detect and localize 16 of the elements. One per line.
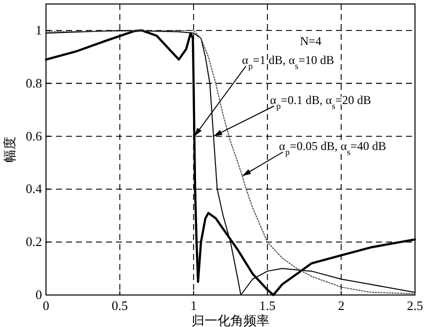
annotation: N=4 <box>300 34 322 48</box>
y-tick-label: 0.6 <box>26 128 42 144</box>
annotation: α$_{p}$=0.1 dB, α$_{s}$=20 dB <box>270 93 372 111</box>
y-tick-label: 0.4 <box>26 181 42 196</box>
x-tick-label: 1 <box>190 298 197 313</box>
y-axis-title: 幅度 <box>2 136 17 162</box>
y-tick-label: 1 <box>36 22 42 38</box>
x-tick-label: 2 <box>338 298 344 313</box>
y-tick-label: 0.8 <box>26 75 42 90</box>
y-tick-label: 0.2 <box>26 234 42 250</box>
y-tick-label: 0 <box>36 287 42 302</box>
x-axis-title: 归一化角频率 <box>192 313 270 327</box>
annotation: α$_{p}$=1 dB, α$_{s}$=10 dB <box>242 53 334 71</box>
x-tick-label: 0.5 <box>112 298 128 313</box>
x-tick-label: 1.5 <box>259 298 276 313</box>
x-tick-label: 2.5 <box>406 298 424 313</box>
